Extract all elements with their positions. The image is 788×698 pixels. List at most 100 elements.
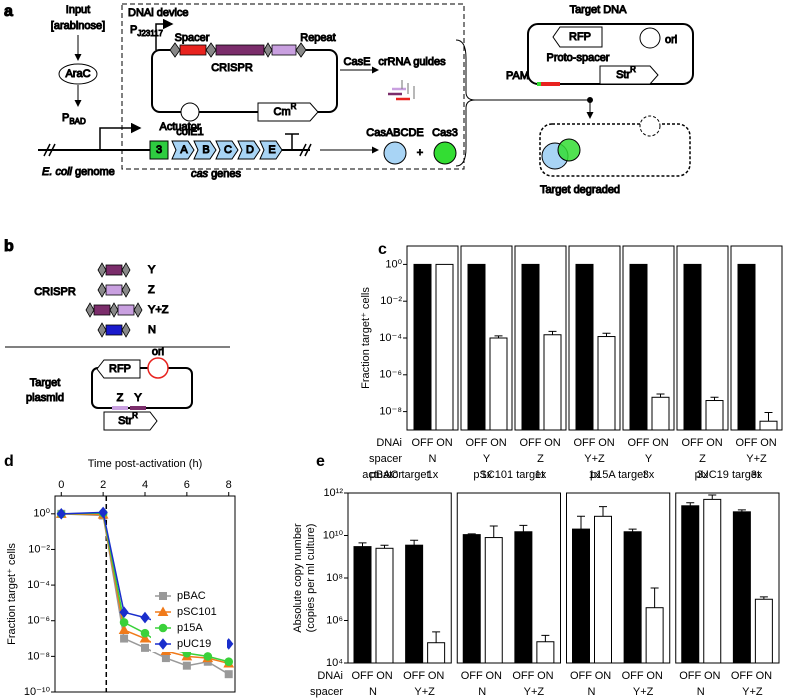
point <box>119 618 129 627</box>
spacer-label: N <box>588 686 596 698</box>
panel-label: d <box>4 453 14 470</box>
dnai-label: OFF <box>412 437 434 449</box>
y-tick-label: 10⁰ <box>385 258 402 270</box>
spacer-label: Spacer <box>175 32 210 44</box>
row-label: actuator <box>362 469 402 481</box>
marker-label: StrR <box>616 65 636 81</box>
complex-label: CasABCDE <box>366 127 423 139</box>
gene-label: C <box>224 144 232 156</box>
genome-word: genome <box>75 166 115 178</box>
actuator-label: 1x <box>427 469 439 481</box>
error-bar <box>708 494 717 500</box>
y-tick-label: 10¹² <box>323 487 343 499</box>
y-tick-label: 10⁻⁴ <box>379 332 402 344</box>
error-bar <box>432 631 441 643</box>
x-axis-label: Time post-activation (h) <box>88 458 203 470</box>
promoter-arrow <box>155 18 174 50</box>
array-label: Z <box>148 284 155 296</box>
point <box>182 661 191 670</box>
origin-shape <box>639 27 661 49</box>
legend-marker <box>158 638 168 650</box>
dnai-label: ON <box>756 670 773 682</box>
bar <box>405 544 424 664</box>
y-axis-label: Absolute copy number <box>292 523 304 633</box>
bar <box>572 528 590 664</box>
array-label: Y+Z <box>148 304 169 316</box>
error-bar <box>759 596 768 600</box>
protospacer-label: Z <box>117 392 124 404</box>
y-tick-label: 10⁸ <box>326 572 343 584</box>
legend-marker <box>158 623 168 633</box>
spacer-label: N <box>369 686 377 698</box>
dnai-label: ON <box>376 670 393 682</box>
promoter-label: PBAD <box>62 112 86 126</box>
diagram-shape <box>401 80 415 99</box>
bar <box>575 263 594 431</box>
spacer-label: Y <box>483 453 491 465</box>
panel-frame <box>568 245 621 431</box>
cas-genes <box>149 140 283 160</box>
dnai-label: OFF <box>512 670 534 682</box>
dnai-label: OFF <box>403 670 425 682</box>
diagram-shape <box>97 282 131 298</box>
diagram-shape <box>97 322 131 338</box>
diagram-shape <box>105 284 123 296</box>
repeat-label: Repeat <box>300 32 335 44</box>
outcome-label: Target degraded <box>540 184 620 196</box>
bar <box>413 263 432 431</box>
inducer-label: [arabinose] <box>51 20 105 32</box>
device-label: DNAi device <box>128 7 189 19</box>
bar <box>759 420 778 431</box>
x-tick-label: 8 <box>226 479 232 491</box>
spacer-label: Y+Z <box>746 453 767 465</box>
spacer-label: Y+Z <box>584 453 605 465</box>
dnai-label: ON <box>537 670 554 682</box>
dnai-label: ON <box>595 670 612 682</box>
diagram-shape <box>105 264 123 276</box>
panel-title: pUC19 target <box>695 469 760 481</box>
bar <box>683 263 702 431</box>
degraded-origin <box>639 115 661 137</box>
diagram-shape <box>93 304 111 316</box>
diagram-shape <box>193 140 217 160</box>
bar <box>543 334 562 431</box>
dnai-label: OFF <box>466 437 488 449</box>
guides-icon <box>388 80 415 101</box>
bar <box>521 263 540 431</box>
dnai-label: ON <box>706 437 723 449</box>
x-tick-label: 2 <box>100 479 106 491</box>
bar <box>594 515 612 664</box>
row-label: DNAi <box>317 670 343 682</box>
y-axis-label: Fraction target⁺ cells <box>360 287 372 389</box>
bar <box>435 263 454 431</box>
dnai-label: ON <box>436 437 453 449</box>
bar <box>737 263 756 431</box>
diagram-shape <box>105 324 123 336</box>
marker-gene <box>103 411 158 431</box>
point <box>140 628 150 638</box>
dnai-label: OFF <box>461 670 483 682</box>
array-label: Y <box>148 264 156 276</box>
crispr-promoter: P <box>130 24 137 36</box>
target-label: plasmid <box>26 392 64 404</box>
actuator-label: 3x <box>643 469 655 481</box>
regulator-shape <box>58 63 98 85</box>
point <box>140 611 150 624</box>
legend-label: pBAC <box>177 590 206 602</box>
actuator-label: 1x <box>589 469 601 481</box>
error-bar <box>380 544 389 549</box>
error-bar <box>737 509 746 512</box>
diagram-shape <box>237 140 261 160</box>
panel-label: a <box>4 3 13 20</box>
point <box>139 633 151 643</box>
crispr-label: CRISPR <box>34 286 76 298</box>
y-tick-label: 10⁻¹⁰ <box>24 686 51 698</box>
bar <box>489 337 508 431</box>
array-label: N <box>148 324 156 336</box>
marker-sup: R <box>291 102 297 111</box>
marker: Str <box>616 69 630 81</box>
dnai-label: ON <box>490 437 507 449</box>
dnai-label: OFF <box>628 437 650 449</box>
error-bar <box>656 393 665 398</box>
dnai-label: OFF <box>574 437 596 449</box>
